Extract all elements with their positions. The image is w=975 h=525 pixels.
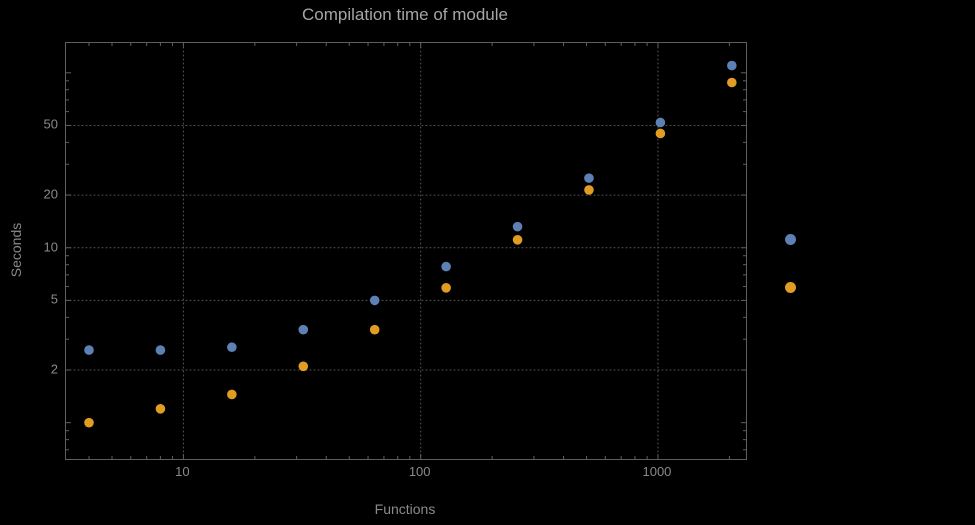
data-point-series-1 — [84, 345, 94, 355]
x-tick-label: 10 — [175, 464, 190, 479]
legend-marker-series-1 — [785, 234, 796, 245]
y-tick-label: 2 — [50, 361, 58, 377]
data-point-series-1 — [441, 261, 451, 272]
data-point-series-2 — [655, 128, 666, 139]
plot-frame — [65, 42, 747, 460]
data-point-series-2 — [227, 389, 237, 400]
data-point-series-1 — [155, 345, 166, 355]
y-tick-label: 5 — [50, 291, 58, 307]
data-point-series-1 — [369, 295, 380, 306]
x-tick-label: 100 — [408, 464, 431, 479]
data-point-series-1 — [298, 324, 309, 335]
data-point-series-2 — [84, 417, 94, 428]
data-point-series-2 — [155, 404, 166, 414]
data-point-series-1 — [512, 221, 523, 232]
data-point-series-2 — [298, 361, 309, 372]
data-point-series-1 — [584, 173, 594, 183]
data-point-series-2 — [512, 235, 523, 245]
x-axis-label: Functions — [374, 501, 436, 517]
legend-marker-series-2 — [785, 282, 796, 293]
data-point-series-1 — [655, 117, 666, 128]
data-point-series-2 — [584, 185, 594, 195]
y-tick-label: 50 — [43, 116, 58, 132]
data-point-series-2 — [441, 283, 451, 293]
plot-area — [66, 43, 746, 459]
chart-legend — [785, 234, 797, 293]
data-point-series-2 — [369, 324, 380, 335]
y-tick-label: 10 — [43, 239, 58, 255]
data-point-series-2 — [727, 77, 737, 88]
data-point-series-1 — [727, 60, 737, 71]
chart-title: Compilation time of module — [302, 5, 508, 24]
data-point-series-1 — [227, 342, 237, 353]
y-tick-label: 20 — [43, 186, 58, 202]
x-tick-label: 1000 — [642, 464, 672, 479]
